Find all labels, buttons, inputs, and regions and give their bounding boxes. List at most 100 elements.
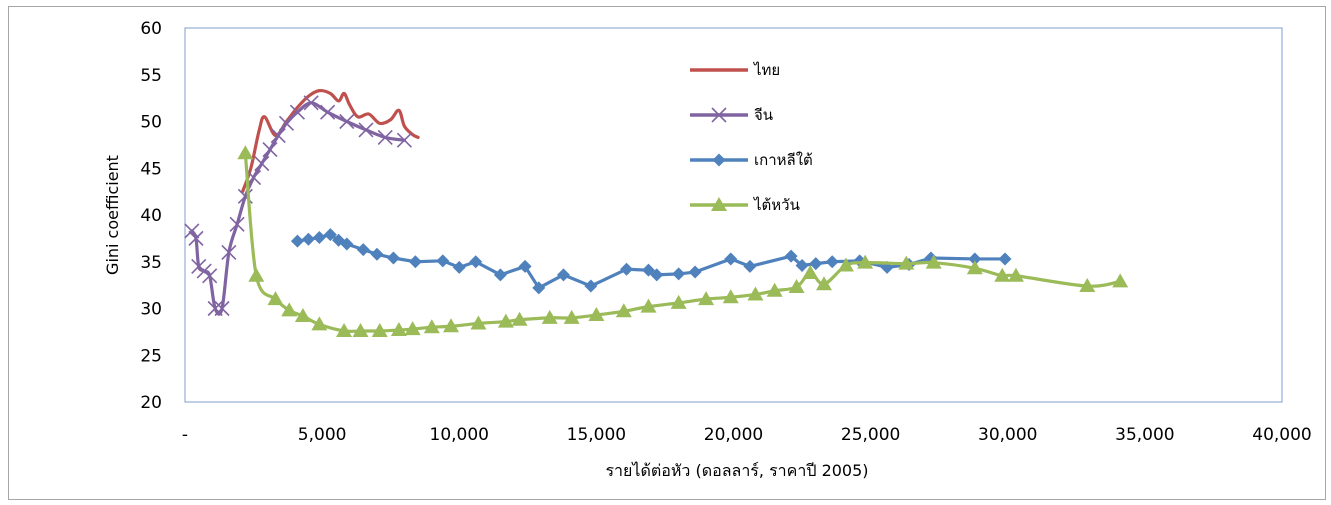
legend-marker — [711, 197, 727, 211]
data-point — [724, 252, 738, 266]
y-tick-label: 20 — [140, 393, 162, 413]
legend-marker — [711, 107, 727, 123]
legend-item: จีน — [690, 106, 773, 124]
data-point — [207, 300, 223, 317]
chart-frame — [8, 6, 1326, 500]
data-point — [688, 265, 702, 279]
x-tick-label: 25,000 — [841, 425, 900, 445]
data-point — [556, 268, 570, 282]
data-point — [443, 318, 460, 333]
legend-item: เกาหลีใต้ — [690, 151, 813, 169]
x-tick-label: 30,000 — [978, 425, 1037, 445]
legend-label: ไทย — [753, 61, 780, 79]
data-point — [303, 95, 319, 111]
data-point — [237, 145, 254, 160]
data-point — [802, 264, 819, 279]
data-point — [766, 282, 783, 297]
data-point — [511, 311, 528, 326]
data-point — [698, 291, 715, 306]
data-point — [588, 307, 605, 322]
data-point — [994, 267, 1011, 282]
data-point — [312, 230, 326, 244]
y-tick-label: 40 — [140, 206, 162, 226]
data-point — [640, 298, 657, 313]
data-point — [221, 244, 237, 260]
x-tick-label: 15,000 — [567, 425, 626, 445]
data-point — [722, 289, 739, 304]
data-point — [898, 255, 915, 270]
data-point — [301, 232, 315, 246]
legend-label: เกาหลีใต้ — [754, 151, 813, 169]
data-point — [747, 286, 764, 301]
y-tick-label: 45 — [140, 159, 162, 179]
data-point — [784, 249, 798, 263]
y-axis-title: Gini coefficient — [103, 155, 122, 275]
y-axis-ticks: 20 25 30 35 40 45 50 55 60 — [140, 19, 162, 413]
x-tick-label: 10,000 — [430, 425, 489, 445]
data-point — [620, 262, 634, 276]
data-point — [202, 268, 218, 284]
data-point — [262, 141, 278, 158]
data-point — [743, 259, 757, 273]
data-point — [377, 129, 393, 145]
y-tick-label: 50 — [140, 113, 162, 133]
series-4 — [237, 145, 1129, 337]
x-axis-title: รายได้ต่อหัว (ดอลลาร์, ราคาปี 2005) — [605, 461, 868, 480]
data-point — [436, 254, 450, 268]
data-point — [650, 268, 664, 282]
data-point — [423, 319, 440, 334]
x-tick-label: 20,000 — [704, 425, 763, 445]
data-point — [998, 252, 1012, 266]
series-line — [190, 101, 406, 316]
data-point — [518, 259, 532, 273]
x-tick-label: 35,000 — [1115, 425, 1174, 445]
data-point — [672, 267, 686, 281]
data-point — [1079, 278, 1096, 293]
legend-marker — [712, 153, 726, 167]
data-point — [214, 300, 230, 317]
data-point — [396, 132, 412, 148]
x-axis-ticks: - 5,000 10,000 15,000 20,000 25,000 30,000 35,0… — [182, 425, 1312, 445]
legend-label: ไต้หวัน — [753, 196, 800, 214]
data-point — [857, 254, 874, 269]
data-point — [497, 313, 514, 328]
data-point — [358, 122, 374, 138]
data-point — [541, 309, 558, 324]
series-1 — [240, 88, 420, 194]
data-point — [532, 281, 546, 295]
data-point — [340, 237, 354, 251]
y-tick-label: 25 — [140, 346, 162, 366]
data-point — [281, 302, 298, 317]
data-point — [816, 276, 833, 291]
series-2 — [184, 95, 412, 317]
data-point — [254, 156, 270, 172]
data-point — [584, 279, 598, 293]
x-tick-label: 40,000 — [1252, 425, 1311, 445]
data-point — [390, 322, 407, 337]
data-point — [469, 255, 483, 269]
legend-item: ไต้หวัน — [690, 196, 800, 214]
data-point — [795, 258, 809, 272]
data-point — [289, 104, 306, 120]
data-point — [968, 252, 982, 266]
data-point — [339, 113, 355, 130]
data-point — [294, 307, 311, 322]
data-point — [788, 278, 805, 293]
data-point — [615, 303, 632, 318]
series-line — [295, 233, 1007, 290]
y-tick-label: 30 — [140, 300, 162, 320]
data-point — [270, 127, 286, 144]
data-point — [386, 251, 400, 265]
data-point — [248, 267, 265, 282]
data-point — [1112, 273, 1129, 288]
y-tick-label: 60 — [140, 19, 162, 39]
data-point — [267, 291, 284, 306]
data-point — [404, 321, 421, 336]
data-point — [323, 228, 337, 242]
legend-label: จีน — [754, 106, 773, 124]
data-point — [311, 316, 328, 331]
data-point — [371, 322, 388, 337]
data-point — [336, 322, 353, 337]
